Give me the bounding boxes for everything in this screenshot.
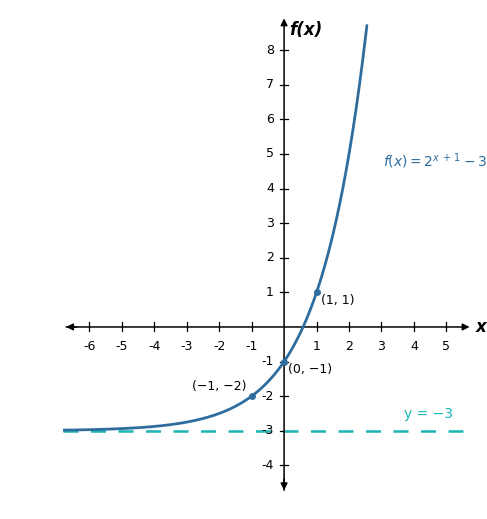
- Text: 3: 3: [377, 340, 385, 353]
- Text: -1: -1: [262, 355, 274, 368]
- Text: 5: 5: [442, 340, 450, 353]
- Text: -4: -4: [262, 459, 274, 472]
- Text: 7: 7: [266, 78, 274, 91]
- Text: $f(x) = 2^{x\,+\,1} - 3$: $f(x) = 2^{x\,+\,1} - 3$: [383, 151, 487, 171]
- Text: -4: -4: [148, 340, 160, 353]
- Text: (1, 1): (1, 1): [321, 294, 355, 307]
- Text: f(x): f(x): [289, 21, 322, 39]
- Text: x: x: [476, 318, 487, 336]
- Text: (−1, −2): (−1, −2): [192, 380, 247, 393]
- Text: (0, −1): (0, −1): [288, 363, 332, 376]
- Text: -5: -5: [115, 340, 128, 353]
- Text: 2: 2: [345, 340, 353, 353]
- Text: 5: 5: [266, 147, 274, 160]
- Text: -1: -1: [245, 340, 258, 353]
- Text: y = −3: y = −3: [404, 407, 453, 421]
- Text: -2: -2: [262, 390, 274, 403]
- Text: -2: -2: [213, 340, 225, 353]
- Text: -6: -6: [83, 340, 95, 353]
- Text: 6: 6: [266, 113, 274, 126]
- Text: 1: 1: [266, 286, 274, 299]
- Text: 3: 3: [266, 216, 274, 230]
- Text: 2: 2: [266, 251, 274, 264]
- Text: 4: 4: [410, 340, 418, 353]
- Text: 1: 1: [313, 340, 320, 353]
- Text: 8: 8: [266, 44, 274, 57]
- Text: -3: -3: [262, 424, 274, 438]
- Text: -3: -3: [181, 340, 193, 353]
- Text: 4: 4: [266, 182, 274, 195]
